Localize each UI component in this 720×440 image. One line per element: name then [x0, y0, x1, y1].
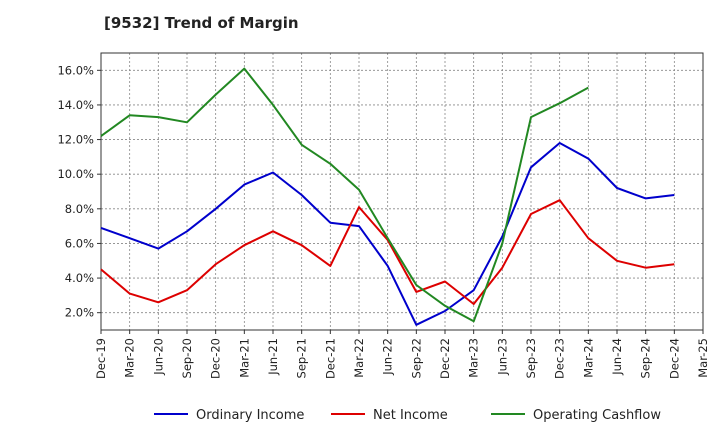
x-tick-label: Jun-24 [610, 338, 624, 376]
x-tick-label: Jun-22 [381, 338, 395, 376]
x-tick-label: Sep-22 [409, 338, 423, 378]
legend-label: Ordinary Income [196, 408, 304, 423]
chart-title: [9532] Trend of Margin [104, 14, 299, 32]
x-tick-label: Sep-21 [295, 338, 309, 378]
plot-area [100, 52, 704, 331]
x-tick-label: Dec-21 [323, 338, 337, 379]
x-tick-label: Sep-20 [180, 338, 194, 378]
series-lines [100, 67, 675, 326]
x-tick-label: Dec-22 [438, 338, 452, 379]
y-tick-label: 16.0% [57, 63, 94, 77]
y-tick-label: 2.0% [65, 306, 94, 320]
x-tick-label: Mar-21 [237, 338, 251, 378]
y-tick-label: 14.0% [57, 98, 94, 112]
x-tick-label: Mar-25 [696, 338, 710, 378]
y-tick-label: 4.0% [65, 271, 94, 285]
x-tick-label: Sep-24 [639, 338, 653, 378]
x-tick-label: Mar-23 [467, 338, 481, 378]
y-tick-label: 12.0% [57, 133, 94, 147]
y-tick-label: 6.0% [65, 236, 94, 250]
x-tick-label: Dec-24 [667, 338, 681, 379]
x-tick-label: Dec-23 [553, 338, 567, 379]
axis-labels: Dec-19 Mar-20 Jun-20 Sep-20 Dec-20 Mar-21 Jun-… [57, 63, 710, 379]
y-tick-label: 8.0% [65, 202, 94, 216]
x-tick-label: Jun-21 [266, 338, 280, 376]
legend-label: Operating Cashflow [533, 408, 661, 423]
x-tick-label: Mar-20 [123, 338, 137, 378]
x-tick-label: Mar-22 [352, 338, 366, 378]
x-tick-label: Jun-23 [495, 338, 509, 376]
x-tick-label: Sep-23 [524, 338, 538, 378]
legend: Ordinary Income Net Income Operating Cashf… [154, 408, 661, 423]
x-tick-label: Dec-19 [94, 338, 108, 379]
y-tick-label: 10.0% [57, 167, 94, 181]
series-line-operating-cashflow [100, 67, 589, 323]
grid-lines [100, 53, 704, 330]
series-line-ordinary-income [100, 142, 675, 326]
series-line-net-income [100, 199, 675, 305]
legend-label: Net Income [373, 408, 448, 423]
x-tick-label: Jun-20 [151, 338, 165, 376]
x-tick-label: Dec-20 [209, 338, 223, 379]
x-tick-label: Mar-24 [581, 338, 595, 378]
